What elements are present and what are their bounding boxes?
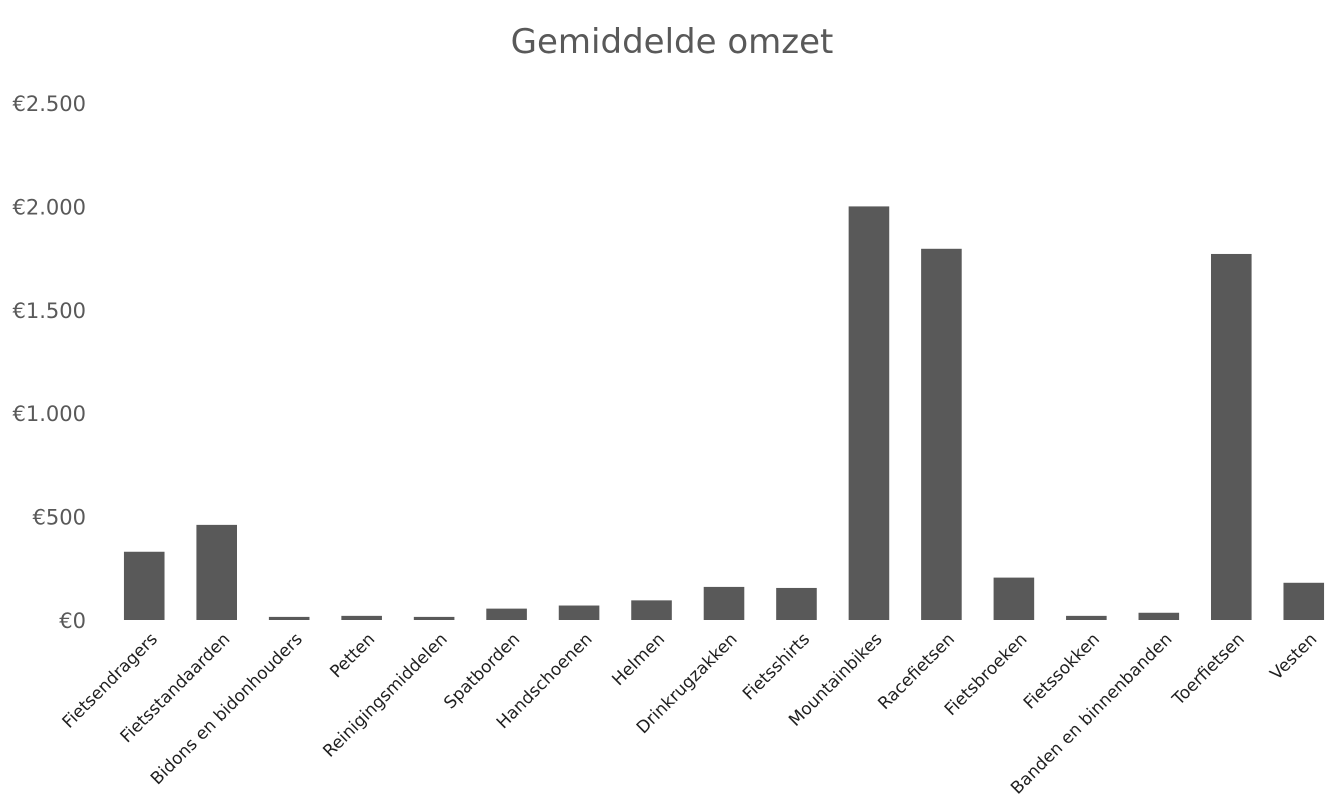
bar	[703, 586, 745, 620]
x-tick-label: Reinigingsmiddelen	[319, 629, 451, 761]
y-tick-label: €2.000	[13, 195, 86, 219]
y-tick-label: €2.500	[13, 92, 86, 116]
x-tick-label: Helmen	[608, 629, 669, 690]
bar	[1066, 615, 1107, 620]
bar	[1283, 582, 1325, 620]
x-tick-label: Vesten	[1266, 629, 1321, 684]
x-tick-label: Petten	[326, 629, 379, 682]
bar	[123, 551, 165, 620]
y-tick-label: €0	[59, 609, 86, 633]
bar	[776, 587, 817, 620]
bar	[1211, 253, 1252, 621]
x-tick-label: Bidons en bidonhouders	[147, 629, 307, 789]
bar	[268, 616, 310, 620]
bar	[486, 608, 527, 620]
y-tick-label: €1.500	[13, 299, 86, 323]
bar	[341, 615, 382, 620]
x-tick-label: Toerfietsen	[1168, 629, 1249, 710]
bar	[921, 248, 962, 620]
bars	[123, 206, 1325, 621]
bar	[196, 524, 237, 620]
bar	[413, 616, 455, 620]
bar	[558, 605, 600, 620]
x-tick-label: Fietsshirts	[739, 629, 814, 704]
bar	[631, 600, 672, 620]
bar	[848, 206, 890, 620]
bar	[1138, 612, 1180, 620]
bar	[993, 577, 1035, 620]
chart-title: Gemiddelde omzet	[510, 22, 834, 62]
y-axis: €0 €500 €1.000 €1.500 €2.000 €2.500	[13, 92, 86, 633]
y-tick-label: €1.000	[13, 402, 86, 426]
y-tick-label: €500	[33, 506, 86, 530]
